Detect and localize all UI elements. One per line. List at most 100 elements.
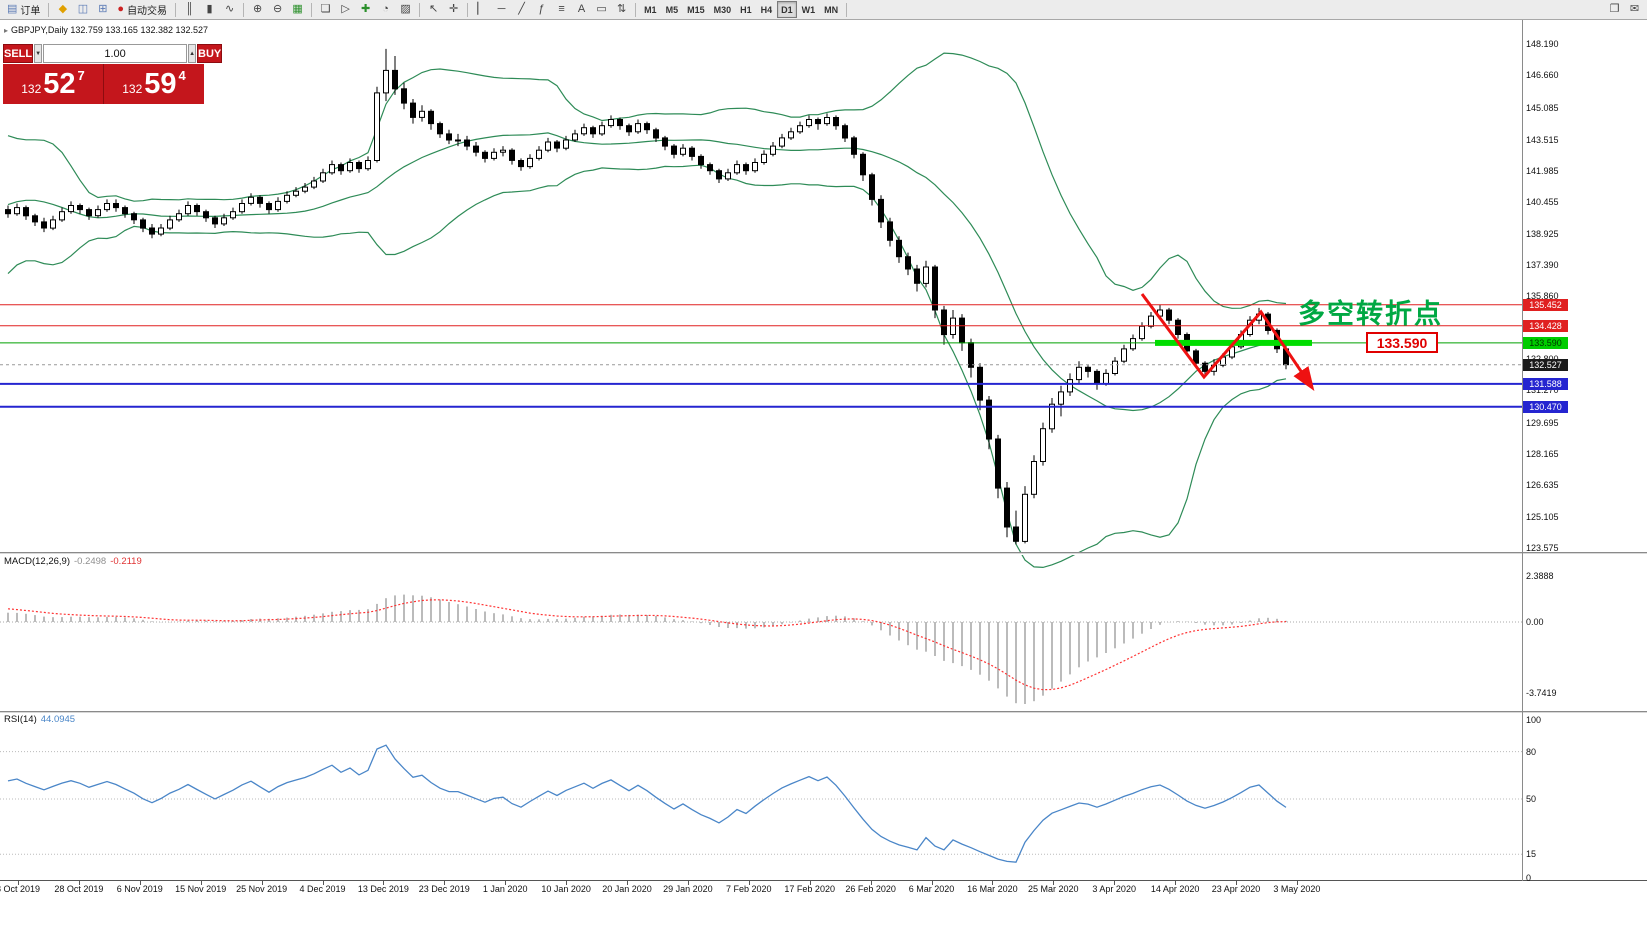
vertical-line-button[interactable]: ▏ — [472, 1, 491, 18]
zoom-in-icon: ⊕ — [252, 3, 263, 15]
toolbar: ▤ 订单 ◆ ◫ ⊞ ● 自动交易 ║ ▮ ∿ ⊕ ⊖ ▦ ❏ ▷ ✚ ◔ ▨ ↖ ✛ ▏ ─ ╱ ƒ ≡ A ▭ ⇅ M1 M5 M15 M… — [0, 0, 1647, 20]
timeframe-m1-button[interactable]: M1 — [640, 1, 661, 18]
volume-increment-button[interactable]: ▲ — [188, 44, 197, 63]
new-order-icon: ▤ — [7, 3, 18, 15]
shapes-icon: ⇅ — [616, 3, 627, 15]
line-chart-button[interactable]: ∿ — [220, 1, 239, 18]
toolbar-separator — [846, 2, 848, 17]
new-order-button[interactable]: ▤ 订单 — [3, 1, 44, 18]
autotrading-button[interactable]: ● 自动交易 — [113, 1, 171, 18]
rsi-label: RSI(14) 44.0945 — [4, 714, 76, 725]
indicators-button[interactable]: ✚ — [356, 1, 375, 18]
timeframe-m15-label: M15 — [687, 4, 705, 15]
navigator-icon: ⊞ — [98, 3, 108, 15]
volume-input[interactable] — [43, 44, 188, 63]
ask-pipette: 4 — [178, 67, 186, 83]
new-order-label: 订单 — [20, 6, 41, 17]
new-chart-button[interactable]: ❐ — [1605, 1, 1624, 18]
market-watch-icon: ◆ — [58, 3, 68, 15]
fibonacci-button[interactable]: ƒ — [532, 1, 551, 18]
periods-icon: ◔ — [382, 3, 389, 15]
timeframe-m30-label: M30 — [713, 4, 732, 15]
bar-chart-icon: ║ — [185, 3, 194, 15]
equidistant-channel-icon: ≡ — [558, 3, 565, 15]
chart-title-text: GBPJPY,Daily 132.759 133.165 132.382 132… — [11, 25, 209, 35]
timeframe-h1-button[interactable]: H1 — [736, 1, 756, 18]
zoom-in-button[interactable]: ⊕ — [248, 1, 267, 18]
timeframe-m5-label: M5 — [665, 4, 679, 15]
chat-icon: ✉ — [1629, 3, 1640, 15]
candlestick-chart-icon: ▮ — [206, 3, 213, 15]
navigator-button[interactable]: ⊞ — [93, 1, 112, 18]
autotrading-icon: ● — [117, 3, 125, 15]
volume-decrement-button[interactable]: ▼ — [34, 44, 43, 63]
time-axis-line — [0, 880, 1647, 881]
price-axis-separator[interactable] — [1522, 20, 1523, 881]
autotrading-label: 自动交易 — [127, 6, 168, 17]
timeframe-mn-label: MN — [824, 4, 839, 15]
timeframe-h4-button[interactable]: H4 — [757, 1, 777, 18]
cursor-button[interactable]: ↖ — [424, 1, 443, 18]
panel-divider[interactable] — [0, 552, 1647, 555]
rsi-indicator — [0, 744, 1522, 863]
toolbar-separator — [635, 2, 637, 17]
templates-button[interactable]: ▨ — [396, 1, 415, 18]
periods-button[interactable]: ◔ — [376, 1, 395, 18]
new-chart-icon: ❐ — [1609, 3, 1620, 15]
timeframe-w1-button[interactable]: W1 — [798, 1, 820, 18]
horizontal-line-button[interactable]: ─ — [492, 1, 511, 18]
one-click-trading-panel: SELL ▼ ▲ BUY 132 52 7 132 59 4 — [3, 44, 223, 104]
panel-divider[interactable] — [0, 711, 1647, 714]
buy-button[interactable]: BUY — [197, 44, 223, 63]
zoom-out-icon: ⊖ — [272, 3, 283, 15]
horizontal-lines[interactable] — [0, 304, 1522, 408]
candlestick-chart-button[interactable]: ▮ — [200, 1, 219, 18]
tile-windows-icon: ▦ — [292, 3, 303, 15]
chart-shift-button[interactable]: ▷ — [336, 1, 355, 18]
timeframe-m30-button[interactable]: M30 — [710, 1, 736, 18]
timeframe-m5-button[interactable]: M5 — [662, 1, 683, 18]
timeframe-h1-label: H1 — [740, 4, 752, 15]
trendline-button[interactable]: ╱ — [512, 1, 531, 18]
zoom-out-button[interactable]: ⊖ — [268, 1, 287, 18]
bid-prefix: 132 — [21, 82, 42, 96]
toolbar-separator — [48, 2, 50, 17]
data-window-button[interactable]: ◫ — [73, 1, 92, 18]
equidistant-channel-button[interactable]: ≡ — [552, 1, 571, 18]
drawn-annotations[interactable] — [1140, 293, 1315, 391]
ask-pips: 59 — [144, 67, 177, 100]
market-watch-button[interactable]: ◆ — [53, 1, 72, 18]
crosshair-button[interactable]: ✛ — [444, 1, 463, 18]
bar-chart-button[interactable]: ║ — [180, 1, 199, 18]
line-chart-icon: ∿ — [224, 3, 235, 15]
timeframe-h4-label: H4 — [760, 4, 773, 15]
fibonacci-icon: ƒ — [538, 3, 545, 15]
timeframe-d1-button[interactable]: D1 — [777, 1, 797, 18]
chart-shift-icon: ▷ — [341, 3, 350, 15]
chat-button[interactable]: ✉ — [1625, 1, 1644, 18]
indicators-icon: ✚ — [360, 3, 371, 15]
turning-point-annotation[interactable]: 多空转折点 — [1298, 299, 1443, 329]
macd-label: MACD(12,26,9) -0.2498 -0.2119 — [4, 556, 142, 567]
buy-price-button[interactable]: 132 59 4 — [104, 64, 204, 104]
sell-price-button[interactable]: 132 52 7 — [3, 64, 103, 104]
auto-arrange-icon: ❏ — [320, 3, 331, 15]
ask-prefix: 132 — [122, 82, 143, 96]
trendline-icon: ╱ — [518, 3, 525, 15]
tile-windows-button[interactable]: ▦ — [288, 1, 307, 18]
shapes-button[interactable]: ⇅ — [612, 1, 631, 18]
auto-arrange-button[interactable]: ❏ — [316, 1, 335, 18]
timeframe-m15-button[interactable]: M15 — [683, 1, 709, 18]
timeframe-mn-button[interactable]: MN — [820, 1, 842, 18]
toolbar-separator — [467, 2, 469, 17]
arrow-tools-button[interactable]: ▭ — [592, 1, 611, 18]
timeframe-m1-label: M1 — [644, 4, 657, 15]
vertical-line-icon: ▏ — [477, 3, 486, 15]
price-level-annotation[interactable]: 133.590 — [1366, 332, 1438, 353]
timeframe-w1-label: W1 — [801, 4, 816, 15]
text-label-icon: A — [577, 3, 586, 15]
sell-button[interactable]: SELL — [3, 44, 34, 63]
bid-pips: 52 — [43, 67, 76, 100]
text-label-button[interactable]: A — [572, 1, 591, 18]
